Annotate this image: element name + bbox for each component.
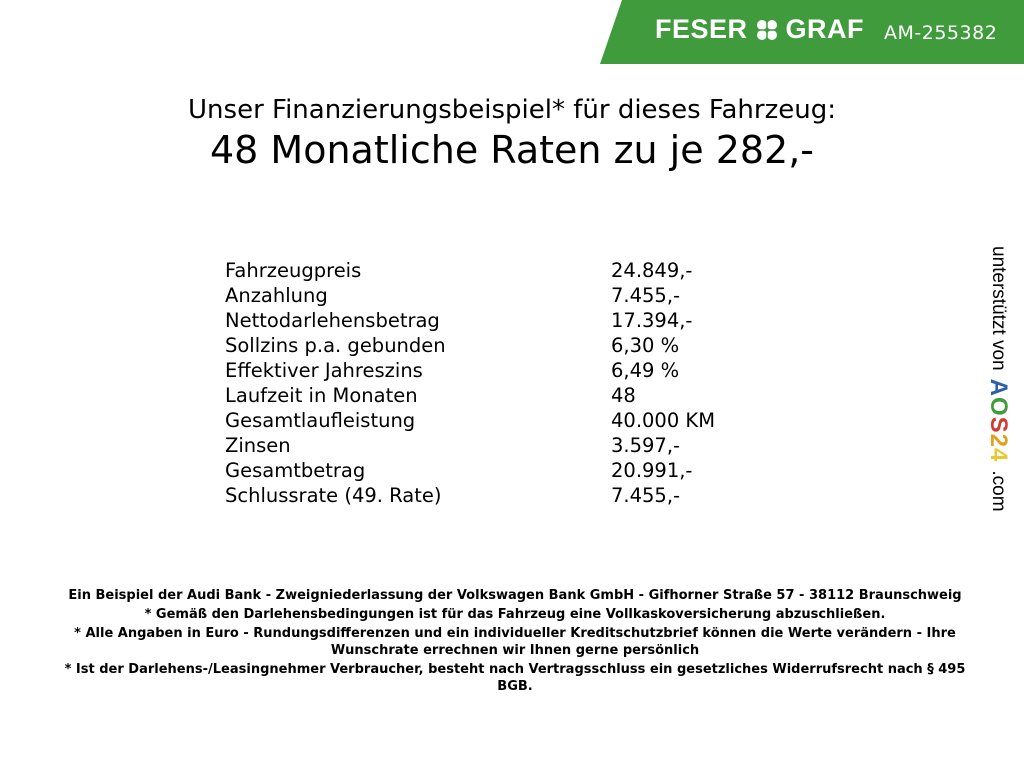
logo-domain: .com — [988, 470, 1009, 512]
brand-name-right: GRAF — [785, 14, 865, 44]
row-value: 7.455,- — [611, 284, 681, 307]
row-label: Sollzins p.a. gebunden — [225, 334, 446, 357]
row-value: 6,49 % — [611, 359, 680, 382]
clover-icon — [756, 19, 777, 40]
row-label: Laufzeit in Monaten — [225, 384, 418, 407]
table-row: Effektiver Jahreszins 6,49 % — [225, 358, 715, 383]
supported-by: unterstützt von AOS24 .com — [984, 246, 1012, 512]
financing-table: Fahrzeugpreis 24.849,- Anzahlung 7.455,- Net… — [225, 258, 715, 508]
row-value: 7.455,- — [611, 484, 681, 507]
table-row: Anzahlung 7.455,- — [225, 283, 715, 308]
vehicle-code: AM-255382 — [884, 22, 998, 44]
row-value: 3.597,- — [611, 434, 681, 457]
table-row: Gesamtlaufleistung 40.000 KM — [225, 408, 715, 433]
footer-currency-note: * Alle Angaben in Euro - Rundungsdiffere… — [74, 626, 956, 658]
row-value: 20.991,- — [611, 459, 693, 482]
row-value: 6,30 % — [611, 334, 680, 357]
table-row: Fahrzeugpreis 24.849,- — [225, 258, 715, 283]
row-label: Nettodarlehensbetrag — [225, 309, 440, 332]
footer-bank-info: Ein Beispiel der Audi Bank - Zweignieder… — [68, 588, 962, 603]
row-label: Schlussrate (49. Rate) — [225, 484, 442, 507]
footer-disclaimer: Ein Beispiel der Audi Bank - Zweignieder… — [60, 587, 970, 697]
footer-insurance-note: * Gemäß den Darlehensbedingungen ist für… — [144, 607, 886, 622]
row-label: Effektiver Jahreszins — [225, 359, 423, 382]
brand-logo: FESER GRAF — [655, 14, 864, 45]
logo-letter: S — [985, 416, 1012, 434]
logo-letter: A — [985, 378, 1012, 397]
logo-letter: O — [985, 396, 1012, 417]
supported-by-text: unterstützt von — [988, 246, 1009, 371]
brand-name-left: FESER — [655, 14, 748, 44]
table-row: Laufzeit in Monaten 48 — [225, 383, 715, 408]
table-row: Schlussrate (49. Rate) 7.455,- — [225, 483, 715, 508]
row-value: 40.000 KM — [611, 409, 716, 432]
row-label: Gesamtbetrag — [225, 459, 366, 482]
table-row: Zinsen 3.597,- — [225, 433, 715, 458]
row-label: Gesamtlaufleistung — [225, 409, 416, 432]
monthly-rate-headline: 48 Monatliche Raten zu je 282,- — [209, 128, 815, 172]
table-row: Gesamtbetrag 20.991,- — [225, 458, 715, 483]
logo-letter: 2 — [985, 433, 1012, 449]
aos24-logo: AOS24 — [984, 379, 1012, 463]
logo-letter: 4 — [985, 448, 1012, 463]
row-value: 17.394,- — [611, 309, 693, 332]
footer-withdrawal-note: * Ist der Darlehens-/Leasingnehmer Verbr… — [64, 662, 966, 694]
table-row: Sollzins p.a. gebunden 6,30 % — [225, 333, 715, 358]
row-label: Anzahlung — [225, 284, 328, 307]
row-value: 48 — [611, 384, 636, 407]
row-value: 24.849,- — [611, 259, 693, 282]
table-row: Nettodarlehensbetrag 17.394,- — [225, 308, 715, 333]
brand-banner — [600, 0, 1024, 64]
page-title: Unser Finanzierungsbeispiel* für dieses … — [188, 95, 836, 125]
row-label: Fahrzeugpreis — [225, 259, 362, 282]
row-label: Zinsen — [225, 434, 291, 457]
